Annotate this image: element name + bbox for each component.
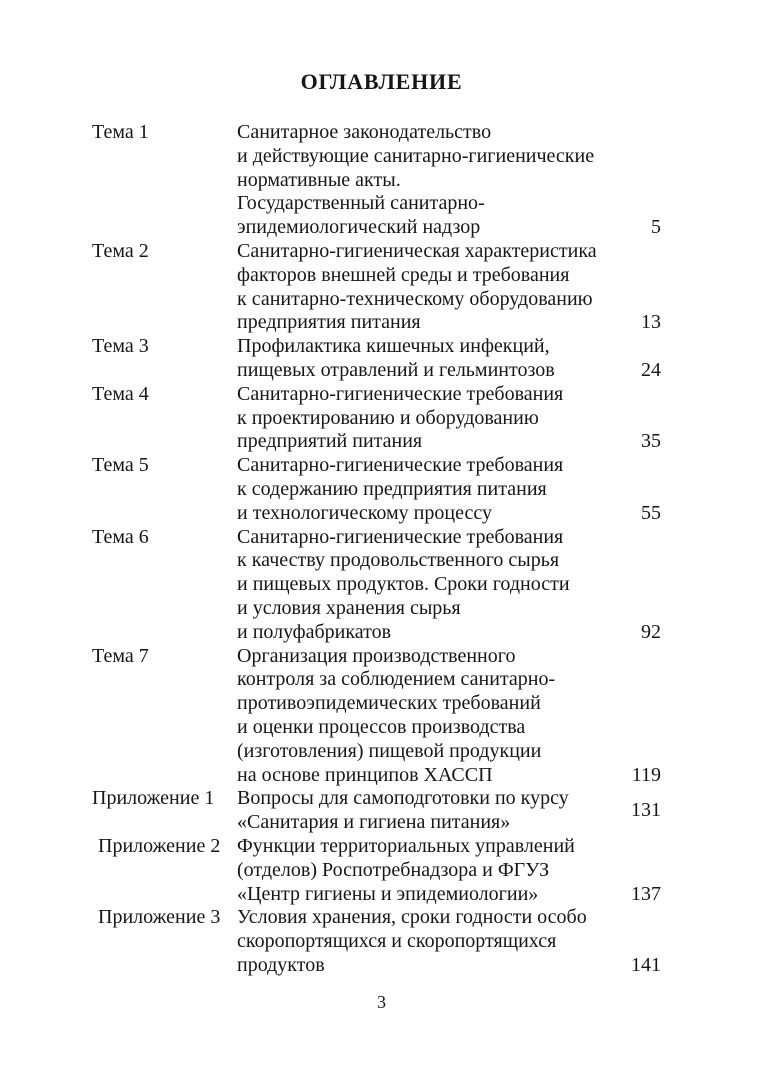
toc-title-line: пищевых отравлений и гельминтозов [237,358,555,381]
toc-title-line: и технологическому процессу [237,501,492,524]
toc-entry-title: Санитарное законодательство и действующие… [237,121,615,240]
toc-entry-title: Функции территориальных управлений (отдел… [237,835,615,906]
toc-entry-page-number: 119 [631,763,661,786]
toc-title-line: факторов внешней среды и требования [237,263,570,286]
toc-entry: Тема 1 Санитарное законодательство и дейст… [92,121,661,240]
toc-title-line: Санитарное законодательство [237,121,492,143]
toc-entry-label: Тема 4 [92,382,149,405]
toc-entry-title: Санитарно-гигиенические требования к каче… [237,526,615,645]
toc-entry-page-number: 24 [641,358,661,381]
toc-entry-title: Вопросы для самоподготовки по курсу «Сани… [237,787,615,835]
toc-title-line: к проектированию и оборудованию [237,406,539,429]
toc-title-line: и действующие санитарно-гигиенические [237,144,595,167]
toc-entry-title: Организация производственного контроля за… [237,645,615,788]
toc-title-line: эпидемиологический надзор [237,216,481,239]
toc-entry: Приложение 2 Функции территориальных упра… [92,835,661,906]
toc-title-line: Государственный санитарно- [237,192,485,215]
toc-entry-label: Тема 6 [92,525,149,548]
toc-entry: Тема 6 Санитарно-гигиенические требования… [92,526,661,645]
toc-title-line: Функции территориальных управлений [237,834,575,857]
table-of-contents: Тема 1 Санитарное законодательство и дейст… [0,121,763,978]
toc-title-line: Санитарно-гигиеническая характеристика [237,239,597,262]
toc-title-line: (отделов) Роспотребнадзора и ФГУЗ [237,858,550,881]
toc-entry-label: Приложение 3 [98,906,221,929]
toc-entry-page-number: 92 [641,620,661,643]
footer-page-number: 3 [377,992,386,1012]
toc-entry-page-number: 137 [631,882,661,905]
toc-entry-label: Тема 2 [92,239,149,262]
toc-entry-page-number: 5 [651,216,661,239]
toc-entry-label: Тема 3 [92,335,149,358]
toc-entry: Приложение 1 Вопросы для самоподготовки п… [92,787,661,835]
toc-title-line: к качеству продовольственного сырья [237,549,560,572]
toc-title-line: и пищевых продуктов. Сроки годности [237,573,570,596]
toc-title-line: нормативные акты. [237,168,401,191]
toc-title-line: Условия хранения, сроки годности особо [237,906,587,929]
page-title: ОГЛАВЛЕНИЕ [300,69,463,94]
toc-title-line: и условия хранения сырья [237,596,461,619]
toc-entry-title: Санитарно-гигиенические требования к соде… [237,454,615,525]
toc-entry: Тема 2 Санитарно-гигиеническая характерис… [92,240,661,335]
toc-entry-page-number: 131 [631,799,661,822]
toc-entry: Тема 7 Организация производственного контр… [92,645,661,788]
toc-title-line: скоропортящихся и скоропортящихся [237,930,557,953]
toc-title-line: к санитарно-техническому оборудованию [237,287,593,310]
toc-title-line: противоэпидемических требований [237,692,541,715]
toc-entry-label: Приложение 1 [92,787,215,810]
toc-entry-page-number: 141 [631,953,661,976]
toc-title-line: «Санитария и гигиена питания» [237,811,511,834]
toc-title-line: предприятий питания [237,430,423,453]
toc-title-line: Санитарно-гигиенические требования [237,525,564,548]
toc-entry-title: Санитарно-гигиеническая характеристика фа… [237,240,615,335]
toc-entry: Тема 5 Санитарно-гигиенические требования… [92,454,661,525]
toc-title-line: Вопросы для самоподготовки по курсу [237,787,569,810]
toc-title-line: и оценки процессов производства [237,715,526,738]
toc-entry: Тема 3 Профилактика кишечных инфекций, пищ… [92,335,661,383]
toc-entry-label: Приложение 2 [98,834,221,857]
toc-title-line: контроля за соблюдением санитарно- [237,668,556,691]
toc-entry-label: Тема 5 [92,454,149,477]
toc-entry: Приложение 3 Условия хранения, сроки годн… [92,906,661,977]
toc-entry-page-number: 55 [641,501,661,524]
toc-entry-title: Условия хранения, сроки годности особо ск… [237,906,615,977]
toc-title-line: предприятия питания [237,311,421,334]
toc-title-line: (изготовления) пищевой продукции [237,739,542,762]
toc-entry-page-number: 13 [641,311,661,334]
toc-entry-label: Тема 7 [92,644,149,667]
toc-entry-title: Санитарно-гигиенические требования к прое… [237,383,615,454]
toc-entry-label: Тема 1 [92,121,149,143]
toc-title-line: к содержанию предприятия питания [237,477,547,500]
toc-title-line: на основе принципов ХАССП [237,763,493,786]
toc-entry-page-number: 35 [641,430,661,453]
toc-title-line: Организация производственного [237,644,516,667]
toc-entry: Тема 4 Санитарно-гигиенические требования… [92,383,661,454]
toc-title-line: «Центр гигиены и эпидемиологии» [237,882,539,905]
toc-title-line: Профилактика кишечных инфекций, [237,335,550,358]
toc-title-line: и полуфабрикатов [237,620,392,643]
toc-title-line: Санитарно-гигиенические требования [237,454,564,477]
toc-title-line: Санитарно-гигиенические требования [237,382,564,405]
toc-entry-title: Профилактика кишечных инфекций, пищевых о… [237,335,615,383]
toc-title-line: продуктов [237,953,325,976]
